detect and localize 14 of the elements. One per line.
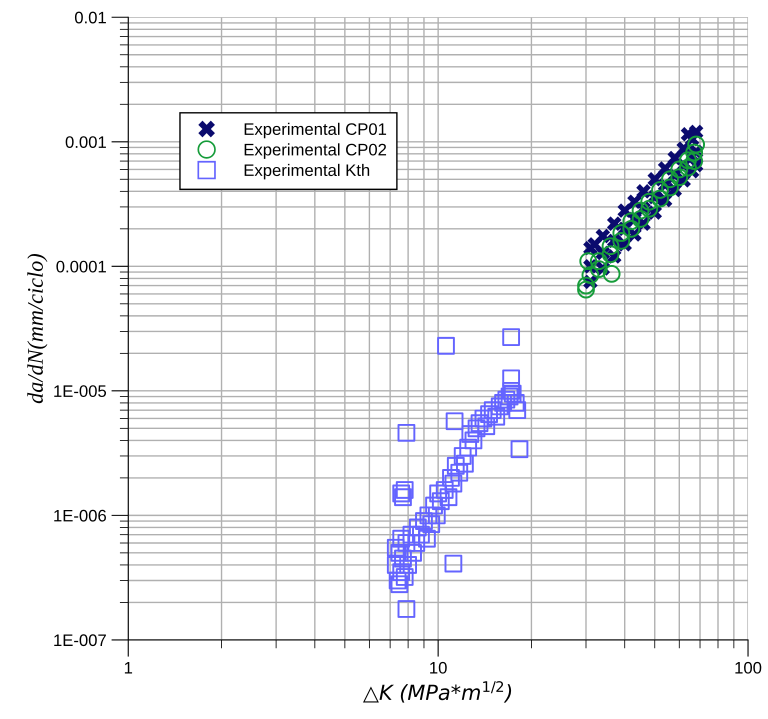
legend-label: Experimental CP02 (244, 143, 386, 159)
x-tick-label: 100 (735, 662, 762, 674)
x-tick-label: 1 (124, 662, 132, 674)
y-tick-label: 1E-007 (54, 634, 106, 646)
y-tick-label: 1E-005 (54, 385, 106, 398)
y-tick-label: 0.001 (66, 136, 106, 148)
legend-label: Experimental CP01 (244, 122, 386, 138)
y-tick-label: 0.01 (74, 12, 106, 24)
x-tick-label: 10 (430, 662, 447, 674)
y-axis-title: da/dN(mm/ciclo) (27, 254, 48, 404)
legend-label: Experimental Kth (244, 164, 370, 180)
y-tick-label: 0.0001 (56, 260, 106, 273)
x-axis-title: △K (MPa*m$^{1/2}$) (362, 681, 512, 703)
y-tick-label: 1E-006 (54, 510, 106, 522)
